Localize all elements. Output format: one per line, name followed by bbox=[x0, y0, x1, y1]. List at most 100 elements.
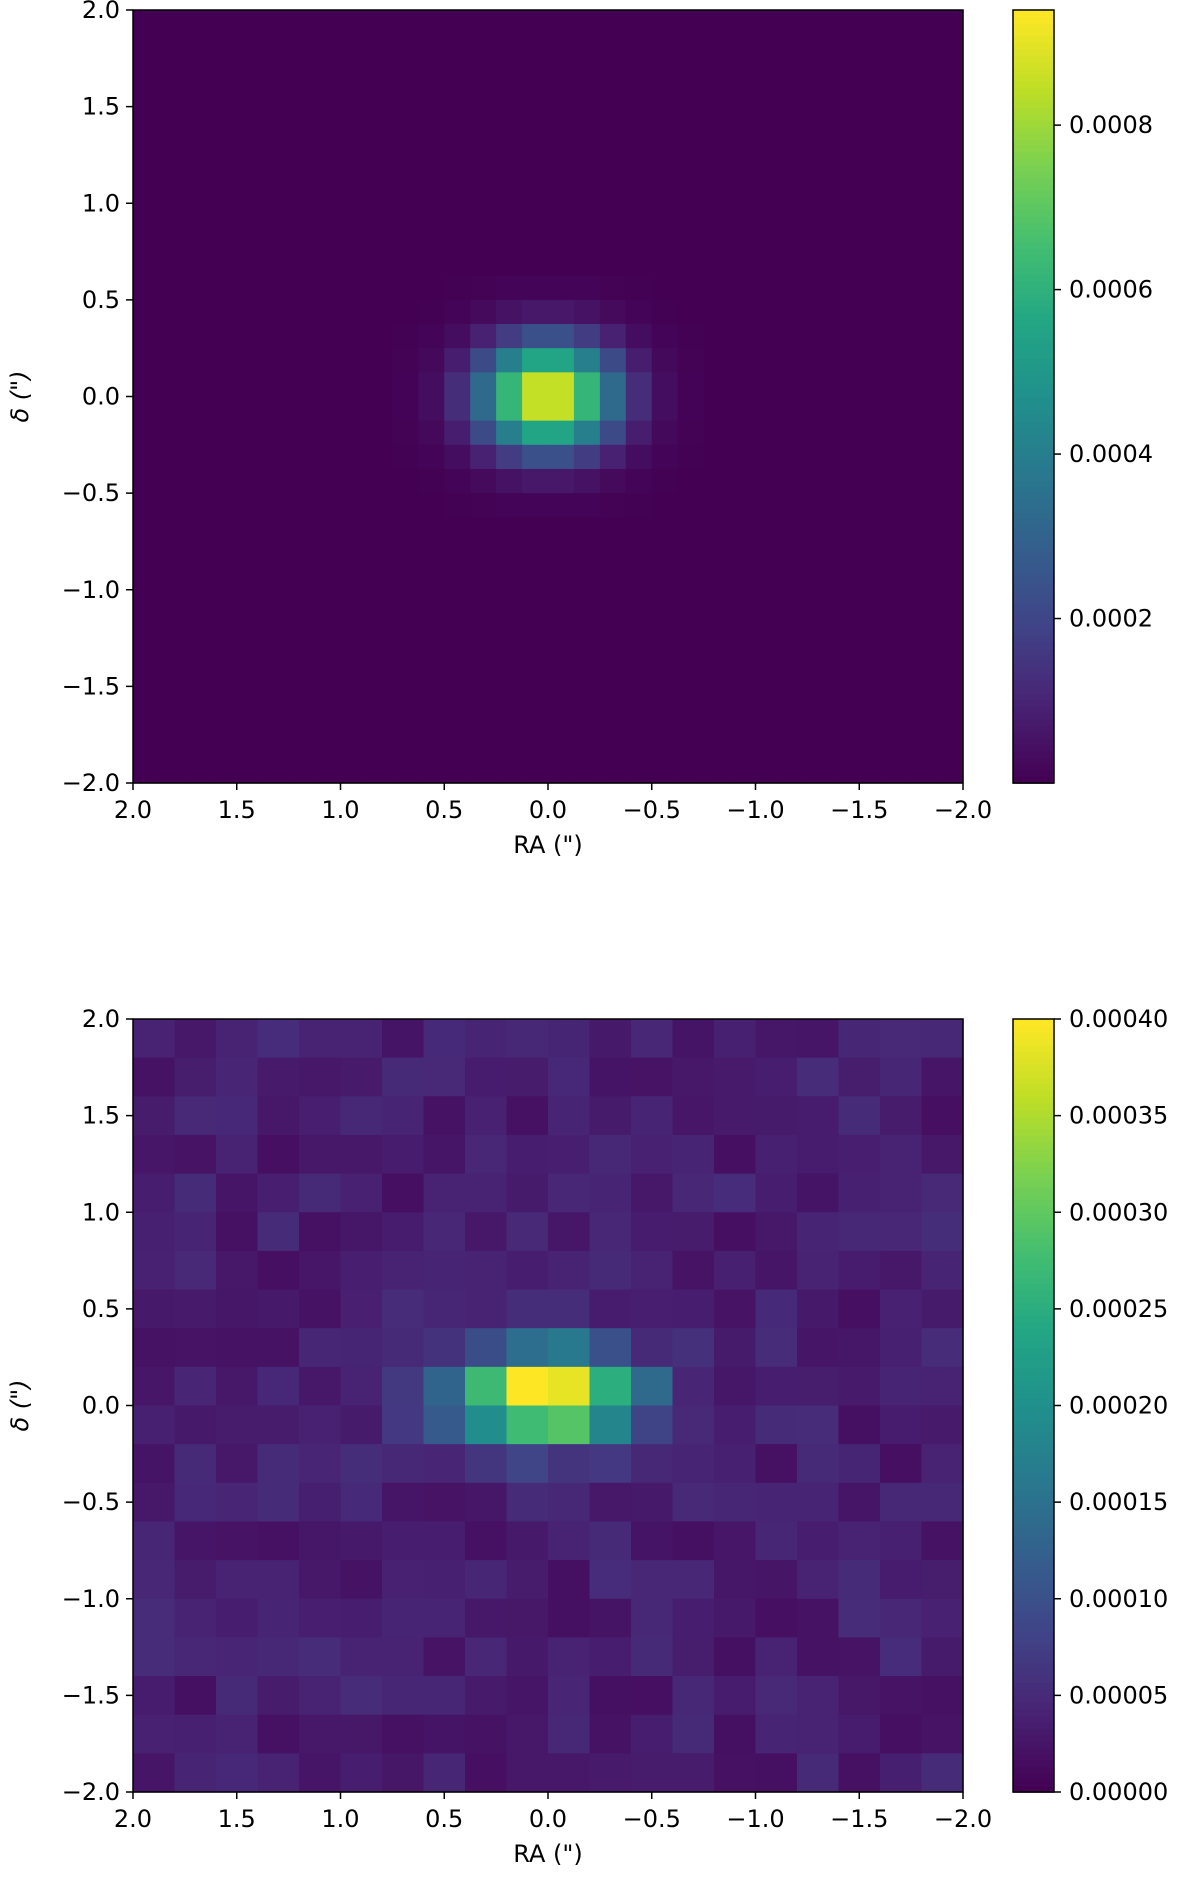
heatmap-cell bbox=[937, 275, 964, 301]
heatmap-cell bbox=[548, 1212, 591, 1252]
heatmap-cell bbox=[911, 34, 938, 59]
heatmap-cell bbox=[133, 82, 160, 108]
heatmap-cell bbox=[859, 372, 886, 398]
heatmap-cell bbox=[797, 1405, 840, 1445]
heatmap-cell bbox=[262, 324, 290, 349]
heatmap-cell bbox=[885, 589, 912, 615]
colorbar-segment bbox=[1013, 1366, 1054, 1375]
heatmap-cell bbox=[573, 251, 601, 277]
x-tick-label: −1.5 bbox=[830, 796, 888, 824]
colorbar-segment bbox=[1013, 364, 1054, 372]
heatmap-cell bbox=[236, 227, 264, 253]
heatmap-cell bbox=[833, 10, 860, 35]
heatmap-cell bbox=[548, 1676, 591, 1716]
heatmap-cell bbox=[573, 82, 601, 108]
heatmap-cell bbox=[781, 565, 808, 591]
heatmap-cell bbox=[210, 299, 238, 325]
heatmap-cell bbox=[911, 662, 938, 687]
heatmap-cell bbox=[418, 710, 445, 736]
heatmap-cell bbox=[755, 1444, 798, 1484]
colorbar-segment bbox=[1013, 467, 1054, 475]
heatmap-cell bbox=[314, 251, 342, 277]
heatmap-cell bbox=[236, 203, 264, 229]
heatmap-cell bbox=[548, 1019, 591, 1059]
heatmap-cell bbox=[299, 1134, 342, 1175]
heatmap-cell bbox=[807, 275, 834, 301]
heatmap-cell bbox=[496, 613, 523, 639]
heatmap-cell bbox=[755, 662, 783, 687]
heatmap-cell bbox=[937, 444, 964, 470]
heatmap-cell bbox=[299, 1676, 342, 1716]
heatmap-cell bbox=[703, 299, 731, 325]
heatmap-cell bbox=[833, 372, 860, 398]
heatmap-cell bbox=[921, 1521, 964, 1561]
x-tick-label: 1.5 bbox=[218, 796, 256, 824]
heatmap-cell bbox=[470, 638, 497, 663]
heatmap-cell bbox=[522, 179, 549, 204]
colorbar-segment bbox=[1013, 1618, 1054, 1626]
colorbar-segment bbox=[1013, 750, 1054, 759]
heatmap-cell bbox=[625, 82, 653, 108]
heatmap-cell bbox=[340, 251, 368, 277]
heatmap-cell bbox=[885, 758, 912, 784]
heatmap-cell bbox=[340, 686, 368, 712]
heatmap-cell bbox=[133, 662, 160, 687]
heatmap-cell bbox=[911, 444, 938, 470]
heatmap-cell bbox=[392, 638, 419, 663]
heatmap-cell bbox=[506, 1753, 549, 1793]
heatmap-cell bbox=[184, 541, 212, 567]
heatmap-cell bbox=[599, 348, 627, 373]
x-tick-label: −1.5 bbox=[830, 1805, 888, 1833]
heatmap-cell bbox=[506, 1328, 549, 1368]
heatmap-cell bbox=[210, 468, 238, 494]
heatmap-cell bbox=[174, 1212, 217, 1252]
heatmap-cell bbox=[880, 1057, 923, 1097]
heatmap-cell bbox=[236, 444, 264, 470]
colorbar-segment bbox=[1013, 196, 1054, 205]
heatmap-cell bbox=[714, 1096, 757, 1136]
heatmap-cell bbox=[677, 227, 705, 253]
heatmap-cell bbox=[755, 444, 783, 470]
heatmap-cell bbox=[729, 444, 757, 470]
heatmap-cell bbox=[210, 710, 238, 736]
heatmap-cell bbox=[838, 1560, 881, 1600]
heatmap-cell bbox=[937, 82, 964, 108]
heatmap-cell bbox=[729, 565, 757, 591]
heatmap-cell bbox=[548, 468, 575, 494]
colorbar-segment bbox=[1013, 1341, 1054, 1349]
heatmap-cell bbox=[797, 1096, 840, 1136]
heatmap-cell bbox=[340, 1753, 383, 1793]
heatmap-cell bbox=[210, 589, 238, 615]
heatmap-cell bbox=[299, 1560, 342, 1600]
heatmap-cell bbox=[573, 275, 601, 301]
heatmap-cell bbox=[133, 10, 160, 35]
heatmap-cell bbox=[573, 10, 601, 35]
heatmap-cell bbox=[382, 1637, 425, 1677]
heatmap-cell bbox=[880, 1676, 923, 1716]
heatmap-cell bbox=[703, 613, 731, 639]
heatmap-cell bbox=[236, 686, 264, 712]
heatmap-cell bbox=[506, 1289, 549, 1329]
heatmap-cell bbox=[672, 1096, 715, 1136]
heatmap-cell bbox=[880, 1019, 923, 1059]
heatmap-cell bbox=[418, 758, 445, 784]
heatmap-cell bbox=[573, 758, 601, 784]
heatmap-cell bbox=[288, 517, 316, 543]
heatmap-cell bbox=[921, 1212, 964, 1252]
heatmap-cell bbox=[911, 686, 938, 712]
colorbar-segment bbox=[1013, 183, 1054, 192]
colorbar-segment bbox=[1013, 679, 1054, 688]
colorbar-segment bbox=[1013, 1276, 1054, 1284]
heatmap-cell bbox=[184, 444, 212, 470]
heatmap-cell bbox=[392, 324, 419, 349]
heatmap-cell bbox=[133, 1134, 176, 1175]
heatmap-cell bbox=[392, 275, 419, 301]
heatmap-cell bbox=[807, 589, 834, 615]
colorbar-segment bbox=[1013, 1379, 1054, 1387]
heatmap-cell bbox=[288, 58, 316, 84]
x-tick-label: 1.5 bbox=[218, 1805, 256, 1833]
heatmap-cell bbox=[631, 1637, 674, 1677]
heatmap-cell bbox=[885, 299, 912, 325]
heatmap-cell bbox=[838, 1598, 881, 1638]
heatmap-cell bbox=[158, 541, 186, 567]
